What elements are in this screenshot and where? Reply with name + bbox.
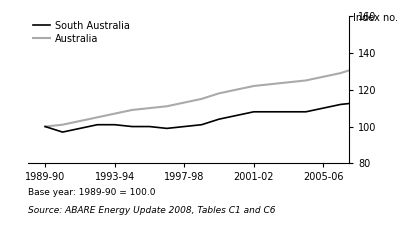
Text: Base year: 1989-90 = 100.0: Base year: 1989-90 = 100.0 — [28, 188, 155, 197]
Australia — [147, 107, 152, 109]
Australia — [286, 81, 291, 84]
Australia — [251, 85, 256, 87]
Australia — [77, 120, 82, 122]
Australia — [43, 125, 48, 128]
South Australia — [112, 123, 117, 126]
Australia — [373, 59, 378, 62]
Australia — [164, 105, 169, 108]
Australia — [112, 112, 117, 115]
Australia — [217, 92, 222, 95]
Australia — [304, 79, 308, 82]
South Australia — [164, 127, 169, 130]
South Australia — [338, 103, 343, 106]
South Australia — [182, 125, 187, 128]
South Australia — [95, 123, 100, 126]
South Australia — [147, 125, 152, 128]
Australia — [338, 72, 343, 74]
South Australia — [199, 123, 204, 126]
Australia — [130, 109, 135, 111]
Australia — [60, 123, 65, 126]
Australia — [390, 51, 395, 54]
Australia — [321, 75, 326, 78]
South Australia — [60, 131, 65, 133]
Line: Australia: Australia — [45, 44, 397, 126]
South Australia — [304, 110, 308, 113]
South Australia — [390, 107, 395, 109]
South Australia — [77, 127, 82, 130]
Australia — [234, 88, 239, 91]
Australia — [356, 66, 360, 69]
South Australia — [356, 101, 360, 104]
Australia — [269, 83, 274, 86]
South Australia — [286, 110, 291, 113]
Line: South Australia: South Australia — [45, 103, 397, 132]
South Australia — [130, 125, 135, 128]
South Australia — [217, 118, 222, 121]
Y-axis label: Index no.: Index no. — [353, 13, 397, 23]
Australia — [199, 98, 204, 100]
South Australia — [321, 107, 326, 109]
Text: Source: ABARE Energy Update 2008, Tables C1 and C6: Source: ABARE Energy Update 2008, Tables… — [28, 206, 275, 215]
South Australia — [43, 125, 48, 128]
South Australia — [269, 110, 274, 113]
Australia — [95, 116, 100, 119]
Australia — [182, 101, 187, 104]
Legend: South Australia, Australia: South Australia, Australia — [33, 21, 130, 44]
South Australia — [251, 110, 256, 113]
South Australia — [373, 103, 378, 106]
South Australia — [234, 114, 239, 117]
